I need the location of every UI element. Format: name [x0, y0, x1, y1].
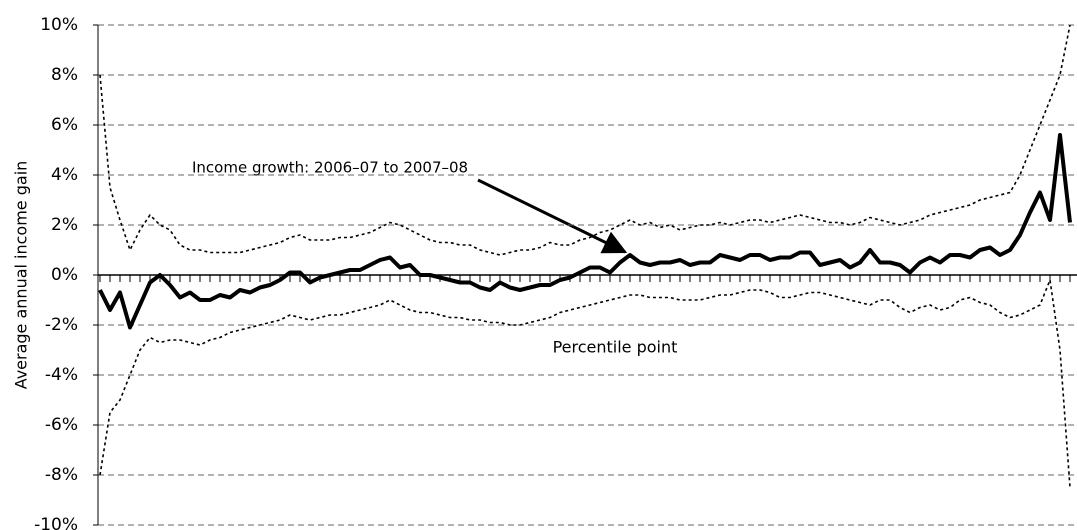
y-tick-label: -4%	[45, 365, 78, 385]
y-tick-label: -2%	[45, 315, 78, 335]
y-tick-label: 0%	[51, 265, 78, 285]
y-tick-label: 6%	[51, 115, 78, 135]
y-tick-label: 10%	[40, 15, 78, 35]
annotation-arrow	[477, 178, 628, 254]
series-line	[98, 133, 1072, 330]
y-tick-label: -8%	[45, 465, 78, 485]
y-tick-label: 4%	[51, 165, 78, 185]
y-tick-label: -6%	[45, 415, 78, 435]
confidence-line	[99, 279, 1071, 488]
y-axis-label: Average annual income gain	[12, 161, 31, 390]
y-tick-label: -10%	[34, 515, 78, 530]
annotation: Income growth: 2006–07 to 2007–08	[192, 159, 468, 177]
y-tick-label: 2%	[51, 215, 78, 235]
confidence-line	[99, 24, 1071, 256]
x-axis-label: Percentile point	[553, 338, 678, 357]
y-tick-label: 8%	[51, 65, 78, 85]
